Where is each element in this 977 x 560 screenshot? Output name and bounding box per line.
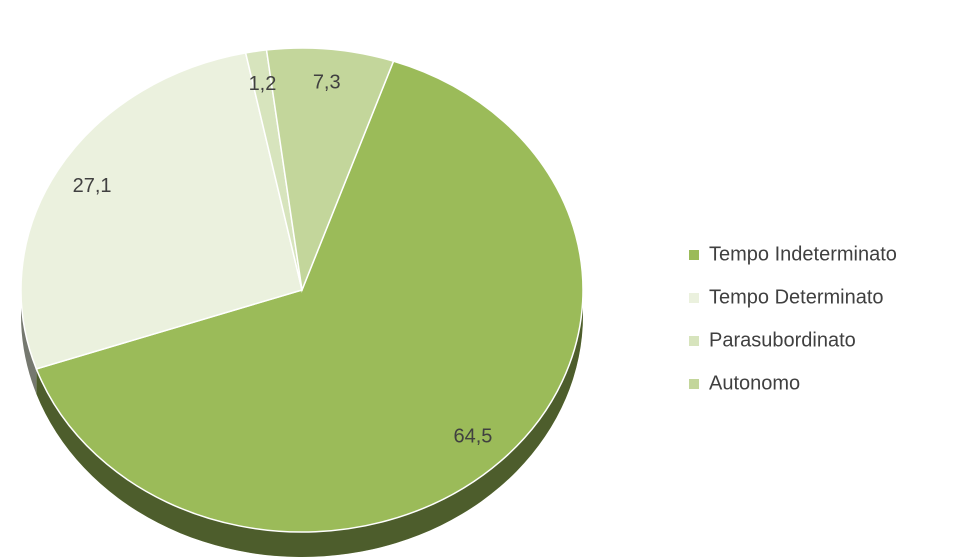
pie-side-shade (21, 290, 37, 394)
data-label: 64,5 (453, 425, 492, 447)
data-label: 27,1 (73, 175, 112, 197)
data-label: 1,2 (249, 73, 277, 95)
pie-slice (265, 47, 395, 293)
legend-swatch (689, 379, 699, 389)
legend-swatch (689, 336, 699, 346)
pie-slice (20, 52, 303, 370)
legend-label: Tempo Indeterminato (709, 243, 897, 265)
legend-label: Parasubordinato (709, 329, 856, 351)
data-label: 7,3 (313, 71, 341, 93)
pie-slice (35, 60, 584, 533)
legend-swatch (689, 250, 699, 260)
legend-label: Tempo Determinato (709, 286, 884, 308)
legend-swatch (689, 293, 699, 303)
legend-label: Autonomo (709, 372, 800, 394)
